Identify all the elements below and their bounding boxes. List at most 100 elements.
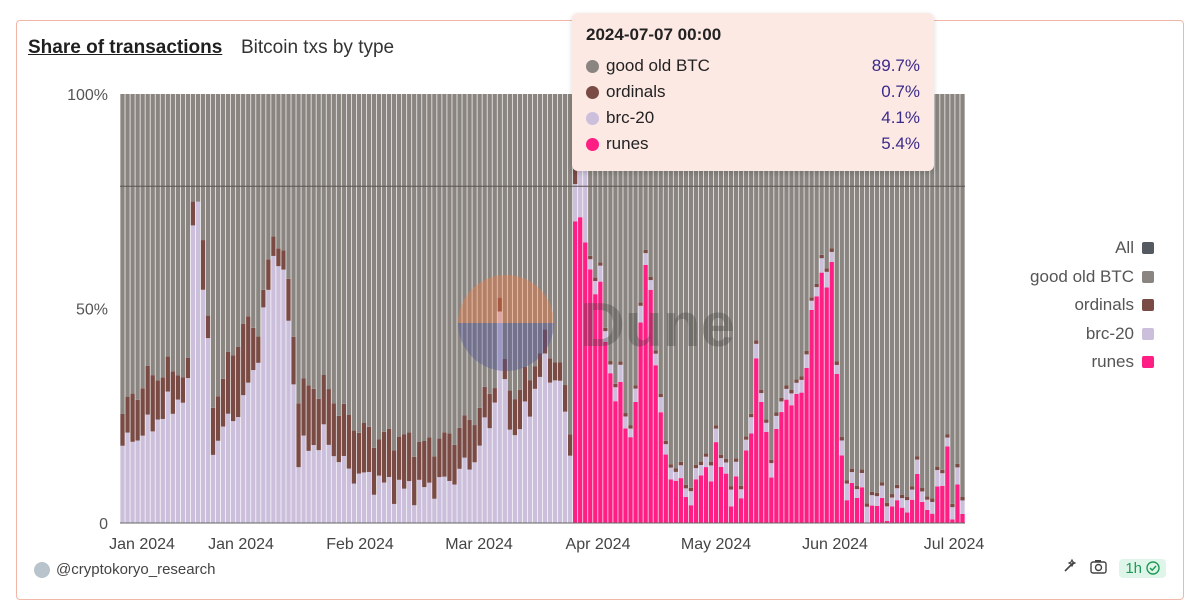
bar-runes <box>578 217 583 523</box>
bar-ordinals <box>442 432 447 477</box>
bar-brc20 <box>557 380 563 523</box>
bar-brc20 <box>301 435 306 523</box>
bar-ordinals <box>754 340 759 344</box>
bar-brc20 <box>869 495 875 506</box>
bar-good-old-btc <box>210 94 216 408</box>
bar-good-old-btc <box>311 94 316 389</box>
bar-good-old-btc <box>225 94 231 352</box>
bar-brc20 <box>950 507 955 520</box>
bar-brc20 <box>698 465 704 476</box>
tooltip-row-ordinals: ordinals 0.7% <box>586 79 920 105</box>
legend-label: runes <box>1091 352 1134 372</box>
bar-brc20 <box>834 364 839 374</box>
stacked-bar-chart[interactable]: 0 50% 100% Jan 2024 Jan 2024 Feb 2024 Mar 2024… <box>0 0 1200 582</box>
bar-runes <box>854 497 860 523</box>
legend-item-runes[interactable]: runes <box>1030 348 1154 377</box>
bar-ordinals <box>316 398 321 451</box>
bar-brc20 <box>145 414 150 523</box>
y-tick-label: 0 <box>99 516 108 533</box>
bar-good-old-btc <box>723 94 729 460</box>
bar-ordinals <box>532 366 538 389</box>
legend-item-brc-20[interactable]: brc-20 <box>1030 320 1154 349</box>
bar-runes <box>844 500 849 523</box>
bar-brc20 <box>573 184 578 222</box>
bar-brc20 <box>442 476 447 523</box>
bar-ordinals <box>879 482 885 486</box>
bar-brc20 <box>412 505 417 523</box>
bar-ordinals <box>562 385 568 412</box>
bar-brc20 <box>583 131 588 243</box>
bar-brc20 <box>945 437 950 447</box>
bar-ordinals <box>869 491 875 496</box>
tooltip-value: 4.1% <box>881 108 920 127</box>
bar-runes <box>809 309 814 523</box>
author-credit[interactable]: @cryptokoryo_research <box>34 561 215 578</box>
bar-good-old-btc <box>361 94 367 423</box>
bar-good-old-btc <box>552 94 558 363</box>
bar-runes <box>759 402 764 523</box>
bar-ordinals <box>185 357 191 379</box>
bar-brc20 <box>311 445 316 523</box>
refresh-badge[interactable]: 1h <box>1119 558 1166 578</box>
bar-brc20 <box>935 470 940 487</box>
bar-runes <box>749 433 754 523</box>
bar-good-old-btc <box>321 94 326 375</box>
bar-good-old-btc <box>160 94 165 378</box>
bar-runes <box>683 497 689 523</box>
bar-runes <box>774 428 779 523</box>
bar-brc20 <box>371 494 377 523</box>
chart-title[interactable]: Share of transactions <box>28 37 223 58</box>
bar-ordinals <box>618 361 623 365</box>
bar-good-old-btc <box>125 94 130 397</box>
bar-brc20 <box>723 462 729 474</box>
bar-brc20 <box>205 338 211 523</box>
bar-runes <box>633 401 638 523</box>
bar-ordinals <box>628 425 633 429</box>
bar-ordinals <box>231 355 236 422</box>
camera-icon[interactable] <box>1090 559 1108 578</box>
legend-item-good-old-btc[interactable]: good old BTC <box>1030 263 1154 292</box>
bar-good-old-btc <box>236 94 241 347</box>
bar-ordinals <box>723 459 729 463</box>
bar-good-old-btc <box>703 94 709 454</box>
bar-runes <box>950 519 955 523</box>
bar-ordinals <box>623 413 628 417</box>
svg-text:Dune: Dune <box>580 291 735 360</box>
bar-ordinals <box>512 399 517 436</box>
bar-brc20 <box>200 289 206 523</box>
legend-item-all[interactable]: All <box>1030 234 1154 263</box>
bar-ordinals <box>326 389 331 445</box>
bar-ordinals <box>286 278 291 321</box>
bar-runes <box>869 505 875 523</box>
bar-brc20 <box>281 269 286 523</box>
bar-good-old-btc <box>683 94 689 485</box>
bar-ordinals <box>819 254 824 259</box>
bar-good-old-btc <box>366 94 372 427</box>
bar-ordinals <box>552 362 558 381</box>
bar-ordinals <box>668 464 673 468</box>
bar-good-old-btc <box>608 94 613 362</box>
bar-ordinals <box>633 385 638 389</box>
bar-ordinals <box>844 480 849 484</box>
bar-ordinals <box>437 438 442 478</box>
bar-ordinals <box>794 379 799 383</box>
bar-brc20 <box>910 489 915 500</box>
bar-runes <box>940 485 945 523</box>
bar-brc20 <box>351 483 357 523</box>
bar-runes <box>733 476 739 523</box>
bar-good-old-btc <box>241 94 246 324</box>
bar-good-old-btc <box>678 94 683 462</box>
bar-ordinals <box>412 456 417 506</box>
bar-brc20 <box>754 343 759 359</box>
bar-good-old-btc <box>618 94 623 362</box>
bar-ordinals <box>145 365 150 415</box>
bar-good-old-btc <box>266 94 271 260</box>
bar-brc20 <box>623 416 628 429</box>
wand-icon[interactable] <box>1062 558 1078 578</box>
bar-good-old-btc <box>899 94 905 495</box>
tooltip-label: ordinals <box>606 82 666 101</box>
bar-brc20 <box>502 379 507 523</box>
bar-good-old-btc <box>864 94 870 504</box>
bar-good-old-btc <box>412 94 417 457</box>
legend-item-ordinals[interactable]: ordinals <box>1030 291 1154 320</box>
